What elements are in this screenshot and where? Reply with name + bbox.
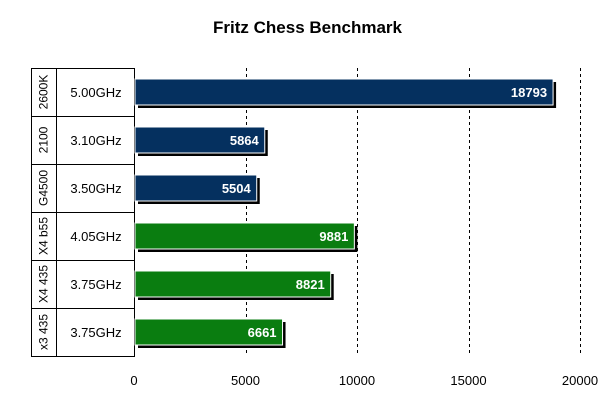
x-tick-label-0: 0 <box>130 373 137 388</box>
bar-3 <box>134 222 355 250</box>
group-label-2: G4500 <box>37 170 51 206</box>
x-tick-label-15000: 15000 <box>450 373 486 388</box>
group-label-3: X4 b55 <box>37 217 51 255</box>
bar-1 <box>134 126 266 154</box>
group-label-5: x3 435 <box>37 314 51 350</box>
chart-frame <box>31 68 135 357</box>
group-label-0: 2600K <box>37 75 51 110</box>
x-tick-label-20000: 20000 <box>562 373 598 388</box>
bar-4 <box>134 270 332 298</box>
group-label-1: 2100 <box>37 126 51 153</box>
bar-0 <box>134 78 554 106</box>
category-label-5: 3.75GHz <box>70 325 121 340</box>
data-label-3: 9881 <box>319 229 348 244</box>
data-label-0: 18793 <box>511 85 547 100</box>
category-label-1: 3.10GHz <box>70 133 121 148</box>
category-label-4: 3.75GHz <box>70 277 121 292</box>
chart-title: Fritz Chess Benchmark <box>213 18 402 37</box>
gridlines <box>246 68 581 356</box>
category-label-3: 4.05GHz <box>70 229 121 244</box>
category-label-2: 3.50GHz <box>70 181 121 196</box>
bar-2 <box>134 174 258 202</box>
data-label-2: 5504 <box>222 181 252 196</box>
data-label-5: 6661 <box>248 325 277 340</box>
bars <box>134 78 557 348</box>
group-label-4: X4 435 <box>37 265 51 303</box>
data-label-4: 8821 <box>296 277 325 292</box>
labels: 18793 5.00GHz 2600K 5864 3.10GHz 2100 5504 3.50… <box>37 75 599 388</box>
data-label-1: 5864 <box>230 133 260 148</box>
category-label-0: 5.00GHz <box>70 85 121 100</box>
x-tick-label-10000: 10000 <box>339 373 375 388</box>
bar-5 <box>134 318 284 346</box>
x-tick-label-5000: 5000 <box>231 373 260 388</box>
